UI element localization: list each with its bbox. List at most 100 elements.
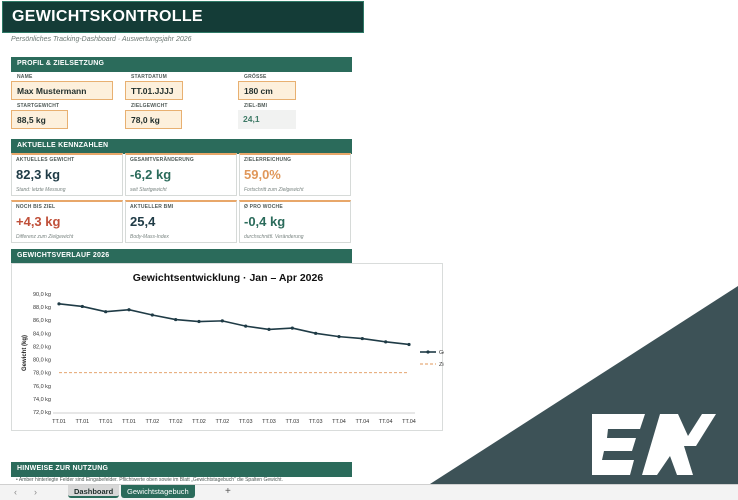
data-point: [314, 331, 318, 335]
data-point: [174, 317, 178, 322]
x-tick-label: TT.02: [192, 419, 206, 425]
x-tick-label: TT.03: [285, 419, 299, 425]
y-tick-label: 74,0 kg: [33, 397, 51, 403]
x-tick-label: TT.04: [332, 419, 346, 425]
kpi-label: Ø PRO WOCHE: [244, 204, 283, 210]
kpi-subtext: Body-Mass-Index: [130, 234, 169, 240]
y-axis-label: Gewicht (kg): [22, 335, 28, 371]
targetweight-input[interactable]: 78,0 kg: [125, 110, 182, 129]
kpi-subtext: Stand: letzte Messung: [16, 187, 66, 193]
y-tick-label: 78,0 kg: [33, 371, 51, 377]
notes-text: • Amber hinterlegte Felder sind Eingabef…: [16, 477, 283, 483]
height-input[interactable]: 180 cm: [238, 81, 296, 100]
spreadsheet-area: GEWICHTSKONTROLLE Persönliches Tracking-…: [0, 0, 738, 484]
x-tick-label: TT.03: [309, 419, 323, 425]
x-tick-label: TT.02: [169, 419, 183, 425]
kpi-value: +4,3 kg: [16, 214, 61, 229]
prev-sheet-arrow-icon[interactable]: ‹: [14, 487, 17, 497]
y-tick-label: 90,0 kg: [33, 292, 51, 298]
y-tick-label: 82,0 kg: [33, 344, 51, 350]
notes-section-header: HINWEISE ZUR NUTZUNG: [11, 462, 352, 477]
y-tick-label: 84,0 kg: [33, 331, 51, 337]
data-point: [337, 335, 341, 339]
data-point: [360, 336, 364, 341]
kpi-subtext: Fortschritt zum Zielgewicht: [244, 187, 304, 193]
series-line-gewicht: [58, 303, 410, 346]
x-tick-label: TT.04: [402, 419, 416, 425]
kpi-card-remaining: NOCH BIS ZIEL +4,3 kg Differenz zum Ziel…: [11, 200, 123, 243]
legend-label: Ziel: [439, 362, 444, 368]
kpi-value: 25,4: [130, 214, 156, 229]
kpi-value: 82,3 kg: [16, 167, 61, 182]
startweight-label: STARTGEWICHT: [17, 103, 60, 109]
kpi-card-weekly-avg: Ø PRO WOCHE -0,4 kg durchschnittl. Verän…: [239, 200, 351, 243]
weight-chart[interactable]: Gewichtsentwicklung · Jan – Apr 2026 Gewi…: [11, 263, 444, 431]
logo-triangle-shape: [430, 286, 738, 484]
data-point: [80, 304, 84, 309]
next-sheet-arrow-icon[interactable]: ›: [34, 487, 37, 497]
y-tick-label: 76,0 kg: [33, 384, 51, 390]
name-label: NAME: [17, 74, 33, 80]
legend-marker: [426, 350, 430, 354]
title-cell[interactable]: GEWICHTSKONTROLLE: [2, 1, 364, 33]
kpi-label: AKTUELLES GEWICHT: [16, 157, 75, 163]
data-point: [150, 313, 154, 317]
x-tick-label: TT.01: [52, 419, 66, 425]
data-point: [104, 310, 108, 314]
page-title: GEWICHTSKONTROLLE: [12, 8, 203, 25]
kpi-value: -6,2 kg: [130, 167, 172, 182]
data-point: [57, 302, 61, 306]
logo-ex-icon: [592, 414, 716, 475]
x-tick-label: TT.02: [215, 419, 229, 425]
data-point: [220, 319, 224, 323]
watermark-logo: [430, 286, 738, 484]
startweight-input[interactable]: 88,5 kg: [11, 110, 68, 129]
x-tick-label: TT.01: [122, 419, 136, 425]
x-tick-label: TT.04: [355, 419, 369, 425]
kpi-card-goal-progress: ZIELERREICHUNG 59,0% Fortschritt zum Zie…: [239, 153, 351, 196]
targetbmi-value: 24,1: [238, 110, 296, 129]
data-point: [407, 342, 411, 347]
kpi-card-current-bmi: AKTUELLER BMI 25,4 Body-Mass-Index: [125, 200, 237, 243]
tab-dashboard[interactable]: Dashboard: [68, 485, 120, 498]
data-point: [197, 319, 201, 324]
add-sheet-icon[interactable]: +: [225, 486, 231, 497]
startdate-label: STARTDATUM: [131, 74, 167, 80]
data-point: [267, 327, 271, 331]
data-point: [244, 324, 248, 328]
kpi-label: GESAMTVERÄNDERUNG: [130, 157, 194, 163]
kpi-label: ZIELERREICHUNG: [244, 157, 292, 163]
chart-title: Gewichtsentwicklung · Jan – Apr 2026: [133, 272, 324, 284]
kpi-card-total-change: GESAMTVERÄNDERUNG -6,2 kg seit Startgewi…: [125, 153, 237, 196]
profile-section-header: PROFIL & ZIELSETZUNG: [11, 57, 352, 72]
x-tick-label: TT.03: [239, 419, 253, 425]
kpi-label: NOCH BIS ZIEL: [16, 204, 56, 210]
height-label: GRÖSSE: [244, 74, 267, 80]
legend-label: Gewicht: [439, 350, 444, 356]
data-point: [127, 308, 131, 312]
x-tick-label: TT.04: [379, 419, 393, 425]
kpi-subtext: Differenz zum Zielgewicht: [16, 234, 74, 240]
x-tick-label: TT.01: [75, 419, 89, 425]
chart-section-header: GEWICHTSVERLAUF 2026: [11, 249, 352, 264]
page-subtitle: Persönliches Tracking-Dashboard · Auswer…: [11, 36, 192, 43]
kpi-subtext: durchschnittl. Veränderung: [244, 234, 304, 240]
weight-chart-svg: Gewichtsentwicklung · Jan – Apr 2026 Gewi…: [22, 272, 444, 425]
startdate-input[interactable]: TT.01.JJJJ: [125, 81, 183, 100]
kpi-value: -0,4 kg: [244, 214, 286, 229]
x-tick-label: TT.03: [262, 419, 276, 425]
tab-gewichtstagebuch[interactable]: Gewichtstagebuch: [121, 485, 195, 498]
y-tick-label: 80,0 kg: [33, 358, 51, 364]
x-tick-label: TT.02: [145, 419, 159, 425]
kpi-card-current-weight: AKTUELLES GEWICHT 82,3 kg Stand: letzte …: [11, 153, 123, 196]
y-tick-label: 72,0 kg: [33, 410, 51, 416]
sheet-tab-bar: ‹ › Dashboard Gewichtstagebuch +: [0, 484, 738, 500]
name-input[interactable]: Max Mustermann: [11, 81, 113, 100]
y-tick-label: 88,0 kg: [33, 305, 51, 311]
kpi-subtext: seit Startgewicht: [130, 187, 167, 193]
y-tick-label: 86,0 kg: [33, 318, 51, 324]
targetbmi-label: ZIEL-BMI: [244, 103, 268, 109]
targetweight-label: ZIELGEWICHT: [131, 103, 168, 109]
x-tick-label: TT.01: [99, 419, 113, 425]
data-point: [290, 326, 294, 330]
